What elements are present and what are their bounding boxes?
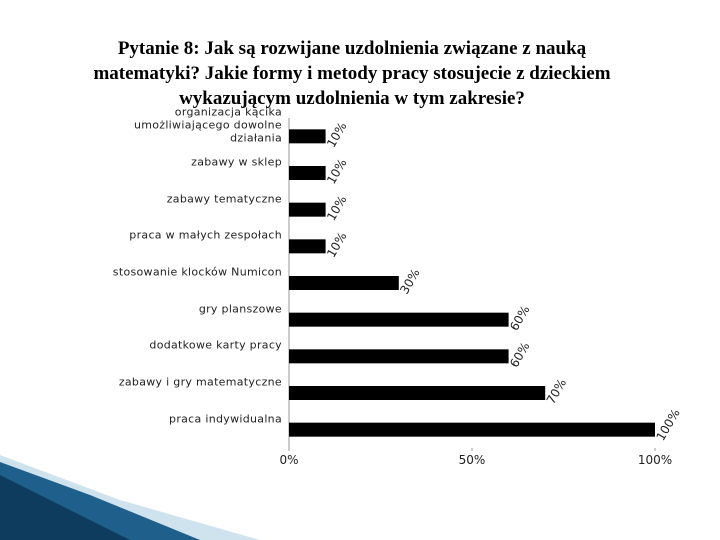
category-label: praca indywidualna xyxy=(169,412,282,426)
category-label: gry planszowe xyxy=(198,302,282,316)
category-label: praca w małych zespołach xyxy=(129,228,282,242)
category-label: organizacja kącika umożliwiającego dowol… xyxy=(133,105,282,145)
value-label: 10% xyxy=(324,193,349,223)
chart-title: Pytanie 8: Jak są rozwijane uzdolnienia … xyxy=(93,38,611,109)
bar xyxy=(289,386,546,400)
category-label: dodatkowe karty pracy xyxy=(149,338,282,352)
bar xyxy=(289,276,399,290)
value-label: 60% xyxy=(507,303,532,333)
value-label: 100% xyxy=(653,406,682,443)
category-label: stosowanie klocków Numicon xyxy=(112,265,282,279)
x-tick-label: 0% xyxy=(279,453,298,467)
category-label: zabawy i gry matematyczne xyxy=(118,375,282,389)
category-label: zabawy w sklep xyxy=(191,155,282,169)
value-label: 30% xyxy=(397,266,422,296)
bar xyxy=(289,239,326,254)
bar xyxy=(289,312,509,327)
value-label: 10% xyxy=(324,120,349,150)
value-label: 60% xyxy=(507,340,532,370)
value-label: 10% xyxy=(324,230,349,260)
x-tick-label: 50% xyxy=(459,453,486,467)
decoration xyxy=(0,475,130,540)
bar xyxy=(289,166,326,180)
value-label: 10% xyxy=(324,156,349,186)
category-label: zabawy tematyczne xyxy=(166,192,282,206)
bar xyxy=(289,422,655,437)
bar xyxy=(289,202,326,217)
bar xyxy=(289,349,509,364)
bar xyxy=(289,129,326,144)
value-label: 70% xyxy=(544,376,569,406)
x-tick-label: 100% xyxy=(638,453,672,467)
